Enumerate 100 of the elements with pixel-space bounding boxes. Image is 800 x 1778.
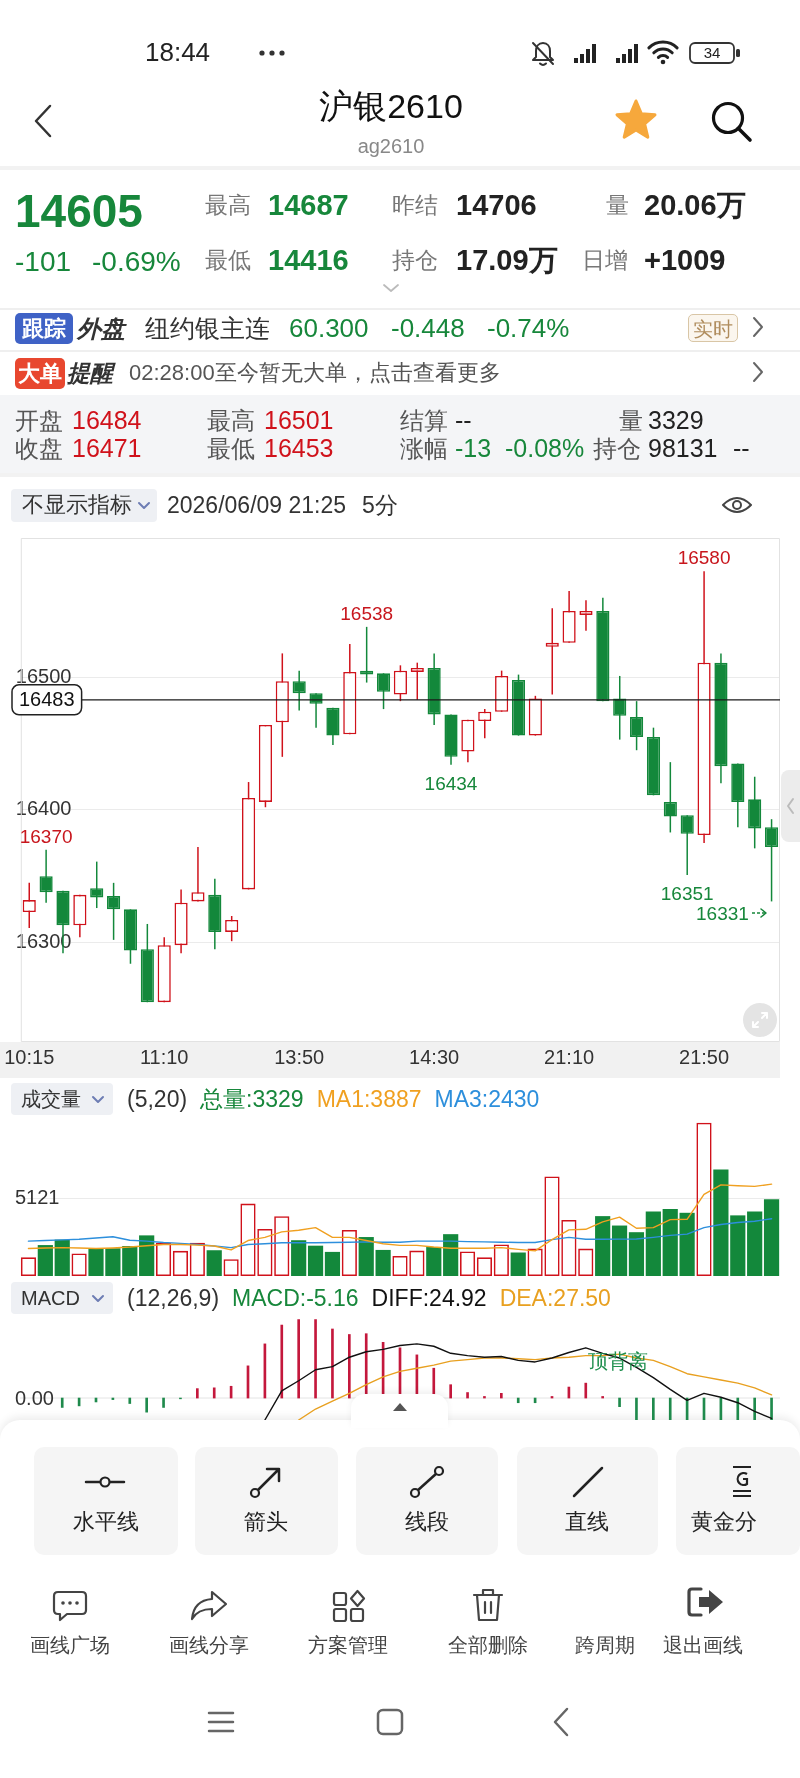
bar xyxy=(601,1396,604,1399)
chart-title: 沪银2610 xyxy=(319,85,463,127)
text: 纽约银主连 xyxy=(145,313,270,343)
bar xyxy=(443,1234,459,1276)
candlestick xyxy=(22,882,36,929)
bar xyxy=(37,1245,53,1276)
dropdown: 成交量 xyxy=(11,1083,113,1115)
bar xyxy=(611,1225,628,1276)
bar xyxy=(662,1209,678,1276)
bar xyxy=(763,1199,780,1276)
bar xyxy=(206,1250,222,1276)
bar xyxy=(348,1334,351,1399)
bar xyxy=(196,1388,199,1399)
text: 全部删除 xyxy=(448,1633,528,1657)
bar xyxy=(713,1169,729,1276)
text: MA1:3887 xyxy=(316,1085,422,1113)
bar xyxy=(679,1212,695,1276)
bar xyxy=(635,1397,638,1420)
text: 黄金分 xyxy=(691,1509,757,1535)
text: 34 xyxy=(703,44,721,62)
y-tick-label: 5121 xyxy=(15,1185,60,1208)
annotation: 16538 xyxy=(340,603,394,625)
text: 总量:3329 xyxy=(200,1084,304,1114)
text: 14416 xyxy=(268,242,349,278)
text: 量 xyxy=(619,405,643,435)
text: -0.08% xyxy=(505,433,585,463)
annotation: 0.00 xyxy=(15,1386,54,1410)
text: DEA:27.50 xyxy=(499,1284,611,1312)
bar xyxy=(122,1245,138,1276)
bar xyxy=(307,1245,324,1276)
text: 17.09万 xyxy=(456,242,558,278)
bar xyxy=(212,1387,216,1399)
bar xyxy=(145,1397,148,1413)
candlestick xyxy=(292,669,306,712)
text: 方案管理 xyxy=(308,1633,388,1657)
bar xyxy=(314,1319,317,1399)
text: 20.06万 xyxy=(644,187,746,223)
text: 16501 xyxy=(264,405,334,435)
bar xyxy=(516,1397,520,1404)
bar xyxy=(139,1235,155,1276)
text: -0.69% xyxy=(92,245,181,279)
bar xyxy=(358,1237,374,1276)
text: 退出画线 xyxy=(663,1633,743,1657)
bar xyxy=(60,1397,64,1408)
candlestick xyxy=(90,860,104,909)
text: 最低 xyxy=(207,433,255,463)
bar xyxy=(483,1396,486,1399)
text: -0.74% xyxy=(487,312,570,344)
candlestick xyxy=(39,848,53,904)
text: 不显示指标 xyxy=(22,492,132,518)
chart-subtitle: (12,26,9) xyxy=(127,1284,220,1312)
bar xyxy=(500,1392,503,1399)
bar xyxy=(747,1211,763,1276)
x-tick-label: 10:15 xyxy=(4,1045,55,1068)
y-tick-label: 16400 xyxy=(15,797,72,820)
candlestick xyxy=(630,700,644,751)
text: 3329 xyxy=(648,405,704,435)
text: 画线分享 xyxy=(169,1633,249,1657)
bar xyxy=(466,1392,469,1399)
text: 跨周期 xyxy=(575,1633,635,1657)
text: 02:28:00至今暂无大单，点击查看更多 xyxy=(129,360,501,386)
text: 线段 xyxy=(405,1509,449,1535)
x-tick-label: 14:30 xyxy=(409,1045,460,1068)
bar xyxy=(54,1239,70,1276)
candlestick xyxy=(478,708,492,740)
text: 收盘 xyxy=(15,433,63,463)
candlestick xyxy=(680,814,694,876)
text: DIFF:24.92 xyxy=(371,1284,487,1312)
bar xyxy=(280,1324,284,1399)
text: 最高 xyxy=(207,405,255,435)
y-tick-label: 16500 xyxy=(15,664,72,687)
bar xyxy=(510,1252,526,1276)
candlestick xyxy=(360,626,374,684)
text: 实时 xyxy=(688,314,738,342)
text: 18:44 xyxy=(145,36,211,68)
candlestick xyxy=(107,882,121,941)
text: +1009 xyxy=(644,242,726,278)
bar xyxy=(652,1397,655,1420)
text: MA3:2430 xyxy=(434,1085,540,1113)
candlestick xyxy=(663,761,677,834)
chart-subtitle: ag2610 xyxy=(357,134,425,158)
text: 画线广场 xyxy=(30,1633,110,1657)
chart-title: 成交量 xyxy=(21,1086,81,1112)
bar xyxy=(618,1397,621,1407)
text: 昨结 xyxy=(392,191,438,219)
text: -- xyxy=(455,405,472,435)
annotation: 16370 xyxy=(19,825,73,847)
annotation: 16434 xyxy=(424,773,478,795)
candlestick xyxy=(764,818,779,903)
text: 16453 xyxy=(264,433,334,463)
candlestick xyxy=(393,664,407,702)
text: 箭头 xyxy=(244,1509,288,1535)
text: 开盘 xyxy=(15,405,63,435)
candlestick xyxy=(613,675,627,741)
x-tick-label: 21:50 xyxy=(679,1045,730,1068)
text: 2026/06/09 21:25 xyxy=(167,491,347,519)
bar xyxy=(645,1211,661,1276)
text: -0.448 xyxy=(391,312,465,344)
text: 持仓 xyxy=(593,433,641,463)
chart-title: MACD xyxy=(21,1286,80,1310)
